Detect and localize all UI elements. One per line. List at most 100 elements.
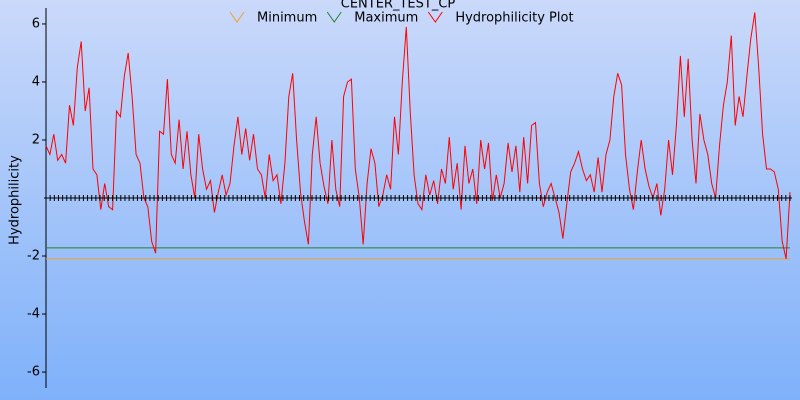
point-marker	[642, 195, 647, 201]
y-tick-label: -6	[27, 365, 40, 380]
point-marker	[359, 195, 364, 201]
point-marker	[696, 195, 701, 201]
point-marker	[280, 195, 285, 201]
point-marker	[413, 195, 418, 201]
point-marker	[318, 195, 323, 201]
point-marker	[571, 195, 576, 201]
chart-title: CENTER_TEST_CP	[341, 0, 456, 12]
legend-icon	[229, 11, 245, 23]
point-marker	[106, 195, 111, 201]
point-marker	[177, 195, 182, 201]
point-marker	[168, 195, 173, 201]
point-marker	[64, 195, 69, 201]
point-marker	[742, 195, 747, 201]
point-marker	[596, 195, 601, 201]
point-marker	[501, 195, 506, 201]
legend-label: Minimum	[257, 11, 317, 26]
point-marker	[372, 195, 377, 201]
point-marker	[671, 195, 676, 201]
point-marker	[272, 195, 277, 201]
point-marker	[788, 195, 792, 201]
point-marker	[189, 195, 194, 201]
point-marker	[393, 195, 398, 201]
point-marker	[592, 195, 597, 201]
point-marker	[521, 195, 526, 201]
point-marker	[717, 195, 722, 201]
legend-label: Hydrophilicity Plot	[455, 11, 573, 26]
point-marker	[77, 195, 82, 201]
point-marker	[122, 195, 127, 201]
point-marker	[351, 195, 356, 201]
point-marker	[118, 195, 123, 201]
point-marker	[231, 195, 236, 201]
point-marker	[459, 195, 464, 201]
point-marker	[530, 195, 535, 201]
point-marker	[659, 195, 664, 201]
point-marker	[713, 195, 718, 201]
point-marker	[218, 195, 223, 201]
point-marker	[634, 195, 639, 201]
point-marker	[297, 195, 302, 201]
point-marker	[488, 195, 493, 201]
point-marker	[81, 195, 86, 201]
point-marker	[409, 195, 414, 201]
point-marker	[447, 195, 452, 201]
point-marker	[538, 195, 543, 201]
y-tick-label: 2	[32, 132, 40, 147]
point-marker	[251, 195, 256, 201]
point-marker	[476, 195, 481, 201]
point-marker	[405, 195, 410, 201]
point-marker	[700, 195, 705, 201]
point-marker	[52, 195, 57, 201]
point-marker	[98, 195, 103, 201]
point-marker	[343, 195, 348, 201]
point-marker	[330, 195, 335, 201]
point-marker	[451, 195, 456, 201]
point-marker	[638, 195, 643, 201]
point-marker	[630, 195, 635, 201]
point-marker	[729, 195, 734, 201]
point-marker	[750, 195, 755, 201]
point-marker	[526, 195, 531, 201]
point-marker	[509, 195, 514, 201]
point-marker	[206, 195, 211, 201]
point-marker	[60, 195, 65, 201]
point-marker	[44, 195, 48, 201]
point-marker	[654, 195, 659, 201]
point-marker	[264, 195, 269, 201]
point-marker	[650, 195, 655, 201]
point-marker	[89, 195, 94, 201]
point-marker	[135, 195, 140, 201]
point-marker	[201, 195, 206, 201]
point-marker	[368, 195, 373, 201]
point-marker	[559, 195, 564, 201]
series-line	[45, 12, 791, 260]
point-marker	[779, 195, 784, 201]
point-marker	[322, 195, 327, 201]
point-marker	[663, 195, 668, 201]
point-marker	[239, 195, 244, 201]
point-marker	[771, 195, 776, 201]
point-marker	[675, 195, 680, 201]
point-marker	[214, 195, 219, 201]
point-marker	[114, 195, 119, 201]
point-marker	[48, 195, 53, 201]
point-marker	[754, 195, 759, 201]
point-marker	[600, 195, 605, 201]
point-marker	[480, 195, 485, 201]
point-marker	[692, 195, 697, 201]
point-marker	[156, 195, 161, 201]
point-marker	[310, 195, 315, 201]
point-marker	[388, 195, 393, 201]
point-marker	[584, 195, 589, 201]
point-marker	[621, 195, 626, 201]
point-marker	[534, 195, 539, 201]
point-marker	[355, 195, 360, 201]
point-marker	[139, 195, 144, 201]
point-marker	[380, 195, 385, 201]
point-marker	[605, 195, 610, 201]
point-marker	[588, 195, 593, 201]
point-marker	[704, 195, 709, 201]
point-marker	[401, 195, 406, 201]
point-marker	[247, 195, 252, 201]
